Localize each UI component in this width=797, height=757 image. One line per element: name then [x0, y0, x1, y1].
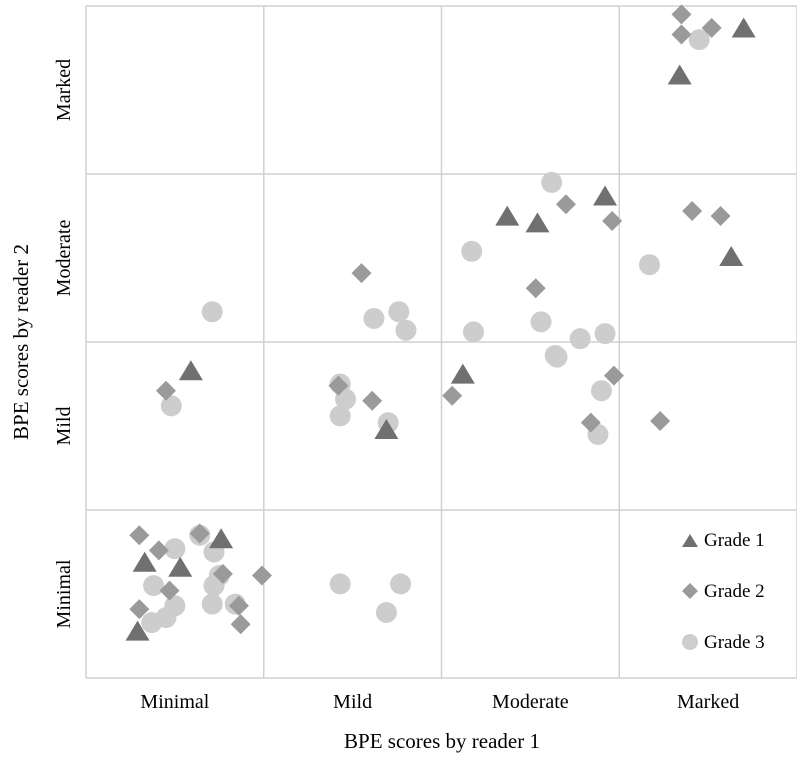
diamond-point: [228, 595, 249, 616]
circle-point: [590, 380, 612, 402]
diamond-point: [671, 4, 692, 25]
marker-layer: [125, 4, 756, 641]
x-axis-title: BPE scores by reader 1: [344, 729, 540, 753]
diamond-point: [251, 565, 272, 586]
diamond-point: [212, 563, 233, 584]
circle-point: [541, 171, 563, 193]
triangle-point: [374, 419, 399, 440]
legend-item: Grade 3: [682, 632, 765, 653]
series-triangle: [125, 17, 756, 641]
diamond-point: [148, 540, 169, 561]
x-tick-label: Marked: [677, 691, 739, 713]
y-tick-label: Marked: [53, 59, 75, 121]
circle-point: [462, 321, 484, 343]
diamond-point: [710, 206, 731, 226]
y-axis-title: BPE scores by reader 2: [9, 244, 33, 440]
circle-point: [363, 307, 385, 329]
circle-point: [329, 573, 351, 595]
circle-point: [569, 328, 591, 350]
circle-point: [388, 301, 410, 323]
diamond-point: [189, 523, 210, 544]
diamond-point: [129, 525, 150, 546]
circle-point: [546, 346, 568, 368]
triangle-point: [731, 17, 756, 38]
circle-point: [688, 29, 710, 51]
diamond-point: [442, 385, 463, 406]
circle-point: [335, 388, 357, 410]
circle-point: [375, 601, 397, 623]
grid-layer: [85, 5, 797, 679]
diamond-point: [650, 410, 671, 431]
series-circle: [141, 29, 710, 634]
diamond-point: [603, 365, 624, 386]
x-tick-label: Moderate: [492, 691, 569, 713]
triangle-point: [495, 205, 520, 226]
legend-triangle-marker: [682, 534, 698, 547]
legend-circle-marker: [682, 634, 698, 650]
tick-layer: Minimal Mild Moderate Marked Minimal Mild Mode…: [53, 59, 739, 713]
circle-point: [203, 575, 225, 597]
legend: Grade 1 Grade 2 Grade 3: [682, 530, 765, 653]
diamond-point: [602, 211, 623, 232]
legend-item: Grade 2: [682, 581, 765, 602]
triangle-point: [593, 185, 618, 206]
series-diamond: [129, 4, 731, 635]
y-tick-label: Minimal: [53, 559, 75, 628]
legend-label: Grade 3: [704, 632, 765, 653]
diamond-point: [129, 599, 150, 620]
legend-diamond-marker: [682, 583, 698, 599]
diamond-point: [159, 580, 180, 601]
circle-point: [329, 405, 351, 427]
y-tick-label: Mild: [53, 407, 75, 446]
circle-point: [143, 575, 165, 597]
diamond-point: [555, 194, 576, 215]
diamond-point: [155, 380, 176, 401]
diamond-point: [362, 390, 383, 411]
circle-point: [530, 311, 552, 333]
circle-point: [395, 319, 417, 341]
triangle-point: [209, 528, 234, 549]
x-tick-label: Minimal: [140, 691, 209, 713]
circle-point: [461, 240, 483, 262]
diamond-point: [701, 17, 722, 38]
diamond-point: [328, 375, 349, 396]
diamond-point: [671, 24, 692, 45]
diamond-point: [351, 263, 372, 284]
triangle-point: [667, 64, 692, 85]
diamond-point: [580, 412, 601, 433]
circle-point: [638, 254, 660, 276]
triangle-point: [178, 360, 203, 381]
circle-point: [164, 538, 186, 560]
x-tick-label: Mild: [333, 691, 372, 713]
legend-label: Grade 1: [704, 530, 765, 551]
triangle-point: [168, 556, 193, 577]
triangle-point: [132, 551, 157, 572]
triangle-point: [525, 212, 550, 233]
legend-label: Grade 2: [704, 581, 765, 602]
diamond-point: [682, 200, 703, 221]
y-tick-label: Moderate: [53, 220, 75, 297]
circle-point: [201, 301, 223, 323]
circle-point: [594, 323, 616, 345]
legend-item: Grade 1: [682, 530, 765, 551]
triangle-point: [450, 363, 475, 384]
circle-point: [201, 593, 223, 615]
diamond-point: [230, 614, 251, 635]
circle-point: [390, 573, 412, 595]
circle-point: [155, 607, 177, 629]
triangle-point: [719, 246, 744, 266]
triangle-point: [125, 620, 150, 641]
diamond-point: [525, 278, 546, 299]
